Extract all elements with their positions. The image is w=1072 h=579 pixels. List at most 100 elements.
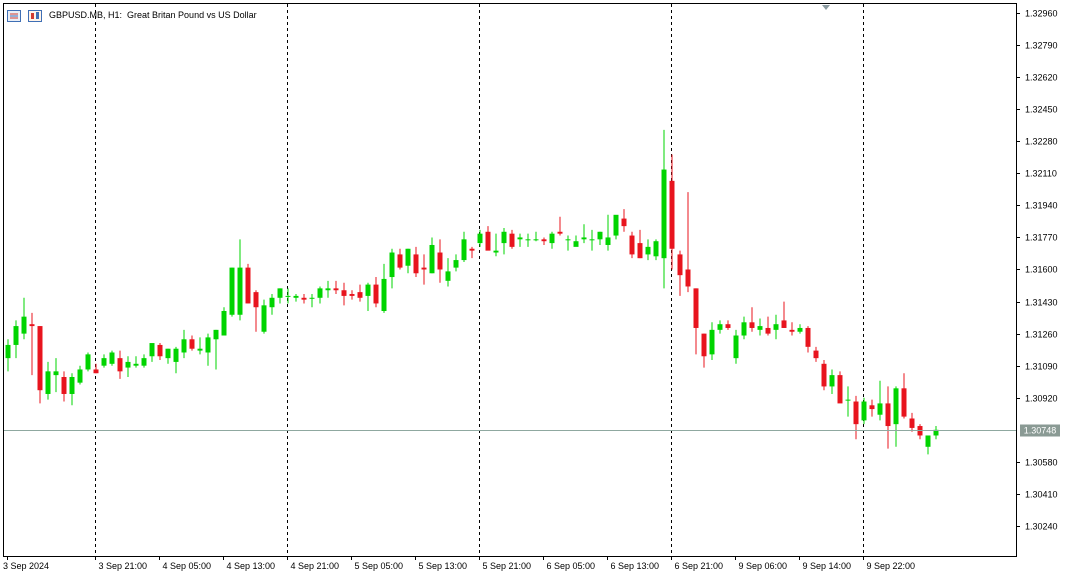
candle[interactable]: [13, 320, 19, 359]
candle[interactable]: [253, 290, 259, 332]
candle[interactable]: [221, 307, 227, 336]
candle[interactable]: [477, 229, 483, 247]
candle[interactable]: [29, 312, 35, 376]
candle[interactable]: [413, 246, 419, 278]
candle[interactable]: [197, 337, 203, 355]
candle[interactable]: [285, 288, 291, 304]
candle[interactable]: [709, 322, 715, 361]
candle[interactable]: [845, 386, 851, 417]
candle[interactable]: [525, 233, 531, 247]
candle[interactable]: [693, 288, 699, 355]
candle[interactable]: [861, 397, 867, 425]
candle[interactable]: [517, 233, 523, 247]
candle[interactable]: [853, 395, 859, 440]
candle[interactable]: [21, 297, 27, 340]
candle[interactable]: [309, 294, 315, 308]
candle[interactable]: [933, 426, 939, 440]
candle[interactable]: [533, 231, 539, 242]
candle[interactable]: [109, 350, 115, 366]
candle[interactable]: [445, 258, 451, 287]
candle[interactable]: [69, 373, 75, 406]
candle[interactable]: [885, 386, 891, 449]
candle[interactable]: [501, 228, 507, 255]
candle[interactable]: [597, 231, 603, 245]
candle[interactable]: [789, 322, 795, 336]
candle[interactable]: [653, 239, 659, 261]
candle[interactable]: [909, 412, 915, 432]
candle[interactable]: [117, 350, 123, 379]
candle[interactable]: [749, 307, 755, 332]
candle[interactable]: [821, 360, 827, 391]
candle[interactable]: [509, 229, 515, 249]
candle[interactable]: [797, 324, 803, 334]
candle[interactable]: [61, 371, 67, 402]
candle[interactable]: [629, 231, 635, 259]
candle[interactable]: [925, 435, 931, 455]
candle[interactable]: [757, 318, 763, 336]
candle[interactable]: [261, 299, 267, 334]
candle[interactable]: [685, 192, 691, 293]
candle[interactable]: [317, 286, 323, 304]
candle[interactable]: [333, 280, 339, 295]
candle[interactable]: [733, 329, 739, 364]
candle[interactable]: [637, 229, 643, 259]
candle[interactable]: [645, 239, 651, 261]
candle[interactable]: [469, 246, 475, 259]
candle[interactable]: [765, 316, 771, 336]
candle[interactable]: [269, 294, 275, 315]
candle[interactable]: [621, 209, 627, 232]
candle[interactable]: [77, 365, 83, 385]
candle[interactable]: [813, 346, 819, 362]
candle[interactable]: [85, 352, 91, 372]
candle[interactable]: [613, 214, 619, 240]
candle[interactable]: [565, 235, 571, 251]
candle[interactable]: [381, 263, 387, 313]
candle[interactable]: [301, 294, 307, 304]
candle[interactable]: [349, 290, 355, 300]
candle[interactable]: [773, 314, 779, 340]
candle[interactable]: [325, 280, 331, 298]
candle[interactable]: [877, 380, 883, 421]
chart-window-icon[interactable]: [7, 9, 21, 22]
candle[interactable]: [453, 254, 459, 272]
candle[interactable]: [357, 284, 363, 302]
candle[interactable]: [493, 233, 499, 257]
candle[interactable]: [229, 267, 235, 317]
candle[interactable]: [701, 333, 707, 368]
candle[interactable]: [37, 326, 43, 404]
candle[interactable]: [213, 329, 219, 370]
candle[interactable]: [661, 129, 667, 289]
time-axis[interactable]: 3 Sep 2024 3 Sep 21:00 4 Sep 05:00 4 Sep 13…: [3, 556, 915, 571]
candle[interactable]: [365, 282, 371, 311]
candle[interactable]: [173, 346, 179, 374]
candle[interactable]: [869, 399, 875, 417]
candle[interactable]: [53, 358, 59, 393]
candle[interactable]: [781, 301, 787, 328]
candle[interactable]: [373, 277, 379, 308]
price-axis[interactable]: 1.32960 1.32790 1.32620 1.32450 1.32280 1.321…: [1016, 9, 1058, 532]
candle[interactable]: [837, 371, 843, 404]
candle[interactable]: [205, 333, 211, 366]
candle[interactable]: [141, 354, 147, 368]
candle[interactable]: [133, 356, 139, 368]
candle[interactable]: [389, 248, 395, 289]
candle[interactable]: [437, 239, 443, 283]
shift-marker-icon[interactable]: [822, 5, 830, 10]
candle[interactable]: [45, 361, 51, 400]
candle[interactable]: [245, 263, 251, 304]
candle[interactable]: [405, 248, 411, 274]
candle[interactable]: [677, 250, 683, 296]
candle[interactable]: [725, 320, 731, 330]
candle[interactable]: [157, 343, 163, 361]
candle[interactable]: [149, 343, 155, 362]
candle[interactable]: [901, 373, 907, 419]
candle[interactable]: [293, 294, 299, 302]
candle[interactable]: [717, 320, 723, 334]
candle[interactable]: [189, 335, 195, 351]
candle[interactable]: [397, 248, 403, 270]
candle[interactable]: [165, 348, 171, 364]
candle[interactable]: [581, 224, 587, 244]
candle[interactable]: [541, 237, 547, 245]
candle[interactable]: [101, 354, 107, 368]
